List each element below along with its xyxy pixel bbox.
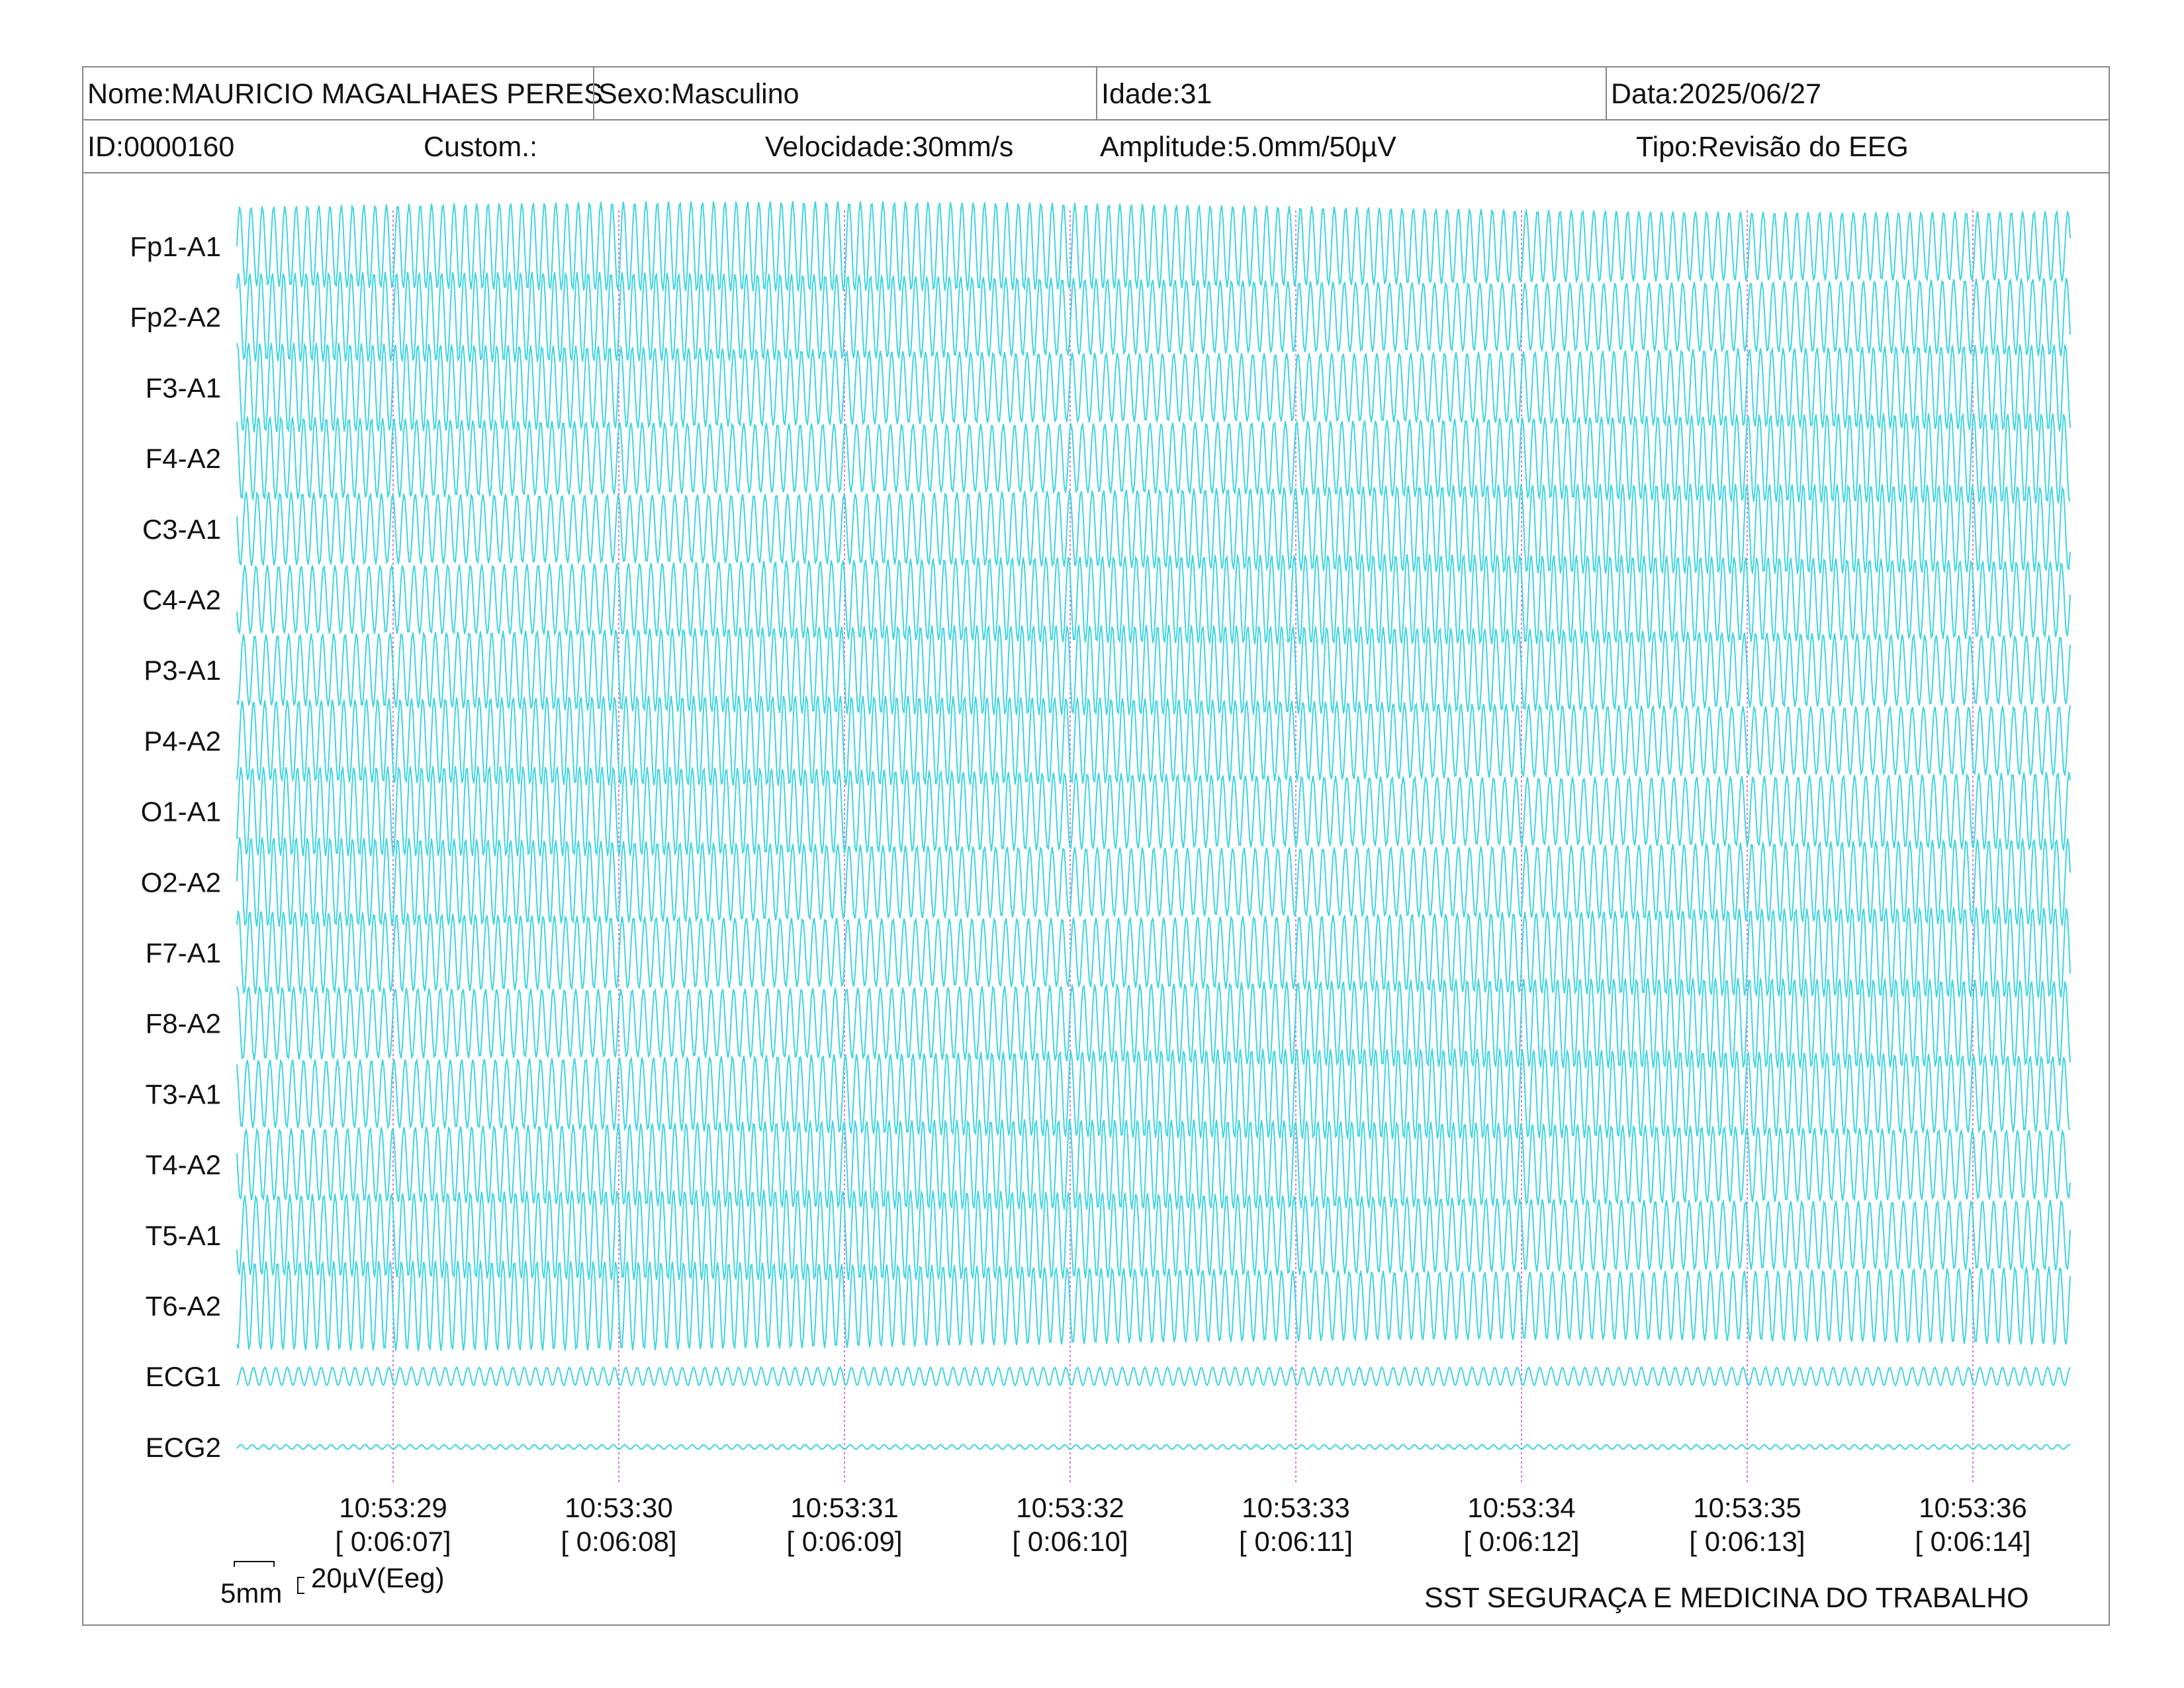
uv-scale-mark (297, 1577, 304, 1594)
elapsed-label: [ 0:06:12] (1463, 1526, 1579, 1557)
elapsed-label: [ 0:06:11] (1239, 1526, 1353, 1557)
time-label: 10:53:32 (1016, 1492, 1124, 1523)
elapsed-label: [ 0:06:09] (786, 1526, 902, 1557)
channel-label: C3-A1 (142, 514, 221, 545)
channel-trace (236, 483, 2071, 575)
time-label: 10:53:36 (1919, 1492, 2027, 1523)
exam-date: Data:2025/06/27 (1606, 68, 2109, 119)
header-row-1: Nome:MAURICIO MAGALHAES PERES Sexo:Mascu… (83, 68, 2109, 120)
channel-trace (236, 906, 2071, 998)
custom-field: Custom.: (424, 131, 538, 163)
channel-label: P3-A1 (144, 655, 221, 686)
channel-label: ECG1 (146, 1361, 221, 1392)
channel-trace (236, 1444, 2071, 1450)
channel-label: Fp2-A2 (130, 302, 221, 333)
header-row-2: ID:0000160 Custom.: Velocidade:30mm/s Am… (83, 120, 2109, 173)
elapsed-label: [ 0:06:10] (1012, 1526, 1128, 1557)
channel-trace (236, 553, 2071, 645)
channel-trace (236, 201, 2071, 292)
channel-label: F7-A1 (146, 937, 221, 968)
channel-label: F3-A1 (146, 372, 221, 403)
time-label: 10:53:33 (1242, 1492, 1350, 1523)
elapsed-label: [ 0:06:07] (335, 1526, 451, 1557)
channel-trace (236, 624, 2071, 716)
channel-trace (236, 1119, 2071, 1210)
channel-label: F8-A2 (146, 1008, 221, 1039)
channel-label: F4-A2 (146, 443, 221, 474)
channel-label: T4-A2 (146, 1149, 221, 1180)
channel-label: O2-A2 (141, 867, 221, 898)
paper-speed: Velocidade:30mm/s (765, 131, 1014, 163)
patient-id: ID:0000160 (87, 131, 235, 163)
channel-trace (236, 271, 2071, 363)
channel-trace (236, 1189, 2071, 1281)
channel-trace (236, 1260, 2071, 1352)
exam-type: Tipo:Revisão do EEG (1636, 131, 1909, 163)
patient-age: Idade:31 (1096, 68, 1606, 119)
uv-scale-label: 20µV(Eeg) (311, 1562, 445, 1593)
channel-label: Fp1-A1 (130, 231, 221, 262)
time-label: 10:53:34 (1467, 1492, 1576, 1523)
eeg-report-frame: Nome:MAURICIO MAGALHAES PERES Sexo:Mascu… (82, 66, 2110, 1626)
channel-label: P4-A2 (144, 726, 221, 757)
amplitude-setting: Amplitude:5.0mm/50µV (1100, 131, 1396, 163)
elapsed-label: [ 0:06:14] (1915, 1526, 2030, 1557)
time-label: 10:53:29 (339, 1492, 447, 1523)
channel-trace (236, 837, 2071, 927)
channel-label: T5-A1 (146, 1220, 221, 1251)
channel-trace (236, 412, 2071, 504)
channel-trace (236, 977, 2071, 1069)
mm-scale-mark (234, 1561, 275, 1567)
time-label: 10:53:35 (1693, 1492, 1801, 1523)
clinic-footer: SST SEGURAÇA E MEDICINA DO TRABALHO (1424, 1582, 2029, 1614)
channel-label: ECG2 (146, 1432, 221, 1463)
patient-sex: Sexo:Masculino (593, 68, 1096, 119)
channel-trace (236, 1366, 2071, 1387)
channel-label: T6-A2 (146, 1291, 221, 1322)
elapsed-label: [ 0:06:08] (561, 1526, 676, 1557)
patient-name: Nome:MAURICIO MAGALHAES PERES (87, 78, 603, 110)
channel-trace (236, 765, 2071, 857)
time-label: 10:53:31 (790, 1492, 899, 1523)
elapsed-label: [ 0:06:13] (1689, 1526, 1805, 1557)
channel-label: T3-A1 (146, 1078, 221, 1109)
channel-label: C4-A2 (142, 585, 221, 616)
channel-trace (236, 342, 2071, 433)
time-label: 10:53:30 (565, 1492, 673, 1523)
mm-scale-label: 5mm (220, 1577, 283, 1609)
channel-label: O1-A1 (141, 796, 221, 827)
channel-trace (236, 1048, 2071, 1140)
channel-trace (236, 695, 2071, 786)
